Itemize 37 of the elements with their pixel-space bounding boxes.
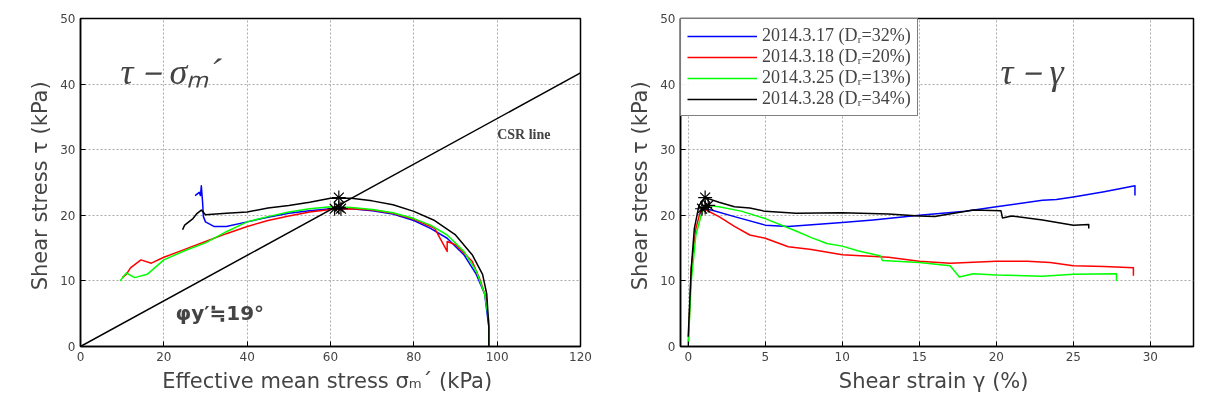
y-tick-label: 10	[60, 274, 76, 289]
y-tick-label: 50	[660, 12, 676, 26]
annotation: φy′≒19°	[175, 300, 265, 325]
x-tick-label: 100	[485, 349, 509, 364]
x-tick-label: 20	[988, 349, 1004, 364]
x-tick-label: 10	[834, 349, 850, 364]
y-tick-label: 0	[67, 340, 76, 354]
y-tick-label: 20	[60, 208, 76, 223]
x-tick-label: 60	[322, 349, 339, 364]
x-tick-label: 0	[684, 349, 693, 364]
x-tick-label: 20	[156, 349, 172, 364]
x-axis-title: Shear strain γ (%)	[838, 368, 1029, 393]
x-tick-label: 120	[569, 349, 592, 364]
legend-label: 2014.3.25 (Dᵣ=13%)	[762, 67, 911, 88]
y-tick-label: 50	[60, 12, 76, 26]
text: τ－σₘ´	[120, 51, 223, 92]
x-tick-label: 5	[761, 349, 770, 364]
y-tick-label: 20	[660, 208, 676, 223]
y-tick-label: 10	[660, 274, 676, 289]
x-axis-title: Effective mean stress σₘ´ (kPa)	[162, 368, 493, 393]
x-tick-label: 25	[1065, 349, 1081, 364]
y-tick-label: 40	[60, 77, 76, 92]
text: τ－γ	[1000, 51, 1065, 92]
x-tick-label: 15	[911, 349, 927, 364]
y-tick-label: 30	[660, 143, 676, 158]
x-tick-label: 30	[1142, 349, 1159, 364]
x-tick-label: 40	[239, 349, 255, 364]
legend-label: 2014.3.17 (Dᵣ=32%)	[762, 25, 911, 46]
y-tick-label: 40	[660, 77, 676, 92]
y-tick-label: 30	[60, 143, 76, 158]
legend-label: 2014.3.18 (Dᵣ=20%)	[762, 46, 911, 67]
y-axis-title: Shear stress τ (kPa)	[28, 81, 53, 291]
y-tick-label: 0	[667, 340, 676, 354]
legend-label: 2014.3.28 (Dᵣ=34%)	[762, 88, 911, 109]
y-axis-title: Shear stress τ (kPa)	[628, 81, 653, 291]
x-tick-label: 80	[406, 349, 422, 364]
annotation: CSR line	[497, 127, 551, 143]
